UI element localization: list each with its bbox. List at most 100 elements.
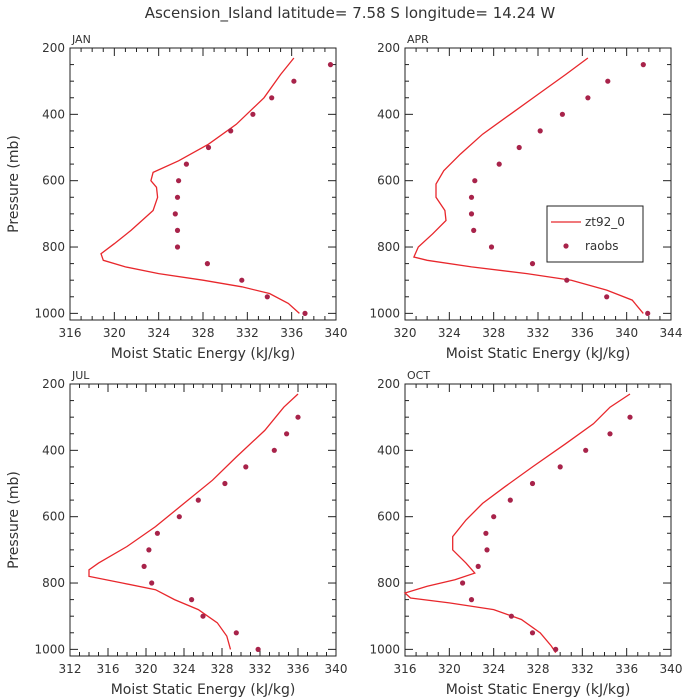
x-tick-label: 324 <box>482 662 505 676</box>
model-profile-line <box>403 393 631 654</box>
y-tick-label: 600 <box>42 510 65 524</box>
x-axis-title: Moist Static Energy (kJ/kg) <box>446 346 631 362</box>
y-tick-label: 400 <box>42 443 65 457</box>
raobs-point <box>472 178 478 184</box>
raobs-point <box>640 62 646 68</box>
panel-label: JUL <box>71 369 90 382</box>
raobs-point <box>507 497 513 503</box>
raobs-point <box>537 128 543 134</box>
x-tick-label: 328 <box>527 662 550 676</box>
y-tick-label: 1000 <box>369 306 400 320</box>
raobs-point <box>484 547 490 553</box>
x-tick-label: 340 <box>615 326 638 340</box>
x-tick-label: 328 <box>192 326 215 340</box>
y-tick-label: 200 <box>377 377 400 391</box>
x-tick-label: 320 <box>438 662 461 676</box>
raobs-point <box>146 547 152 553</box>
raobs-point <box>516 144 522 151</box>
x-tick-label: 324 <box>147 326 170 340</box>
raobs-point <box>483 530 489 536</box>
y-tick-label: 800 <box>377 576 400 590</box>
y-tick-label: 800 <box>42 576 65 590</box>
y-tick-label: 600 <box>42 174 65 188</box>
y-tick-label: 800 <box>42 240 65 254</box>
x-tick-label: 336 <box>287 662 310 676</box>
x-tick-label: 320 <box>135 662 158 676</box>
x-tick-label: 328 <box>211 662 234 676</box>
legend-label-raobs: raobs <box>585 239 619 253</box>
panel-jan: JAN 316 320 324 328 332 336 340 200 400 600 800 1000… <box>6 33 347 362</box>
panel-jul: JUL 312 316 320 324 328 332 336 340 200 400 600 800 1… <box>6 369 347 698</box>
raobs-point <box>204 261 210 267</box>
x-tick-label: 320 <box>394 326 417 340</box>
x-tick-label: 340 <box>325 662 348 676</box>
raobs-point <box>200 613 206 619</box>
y-tick-label: 200 <box>42 41 65 55</box>
raobs-point <box>233 630 239 636</box>
x-tick-label: 316 <box>97 662 120 676</box>
raobs-point <box>604 294 610 300</box>
x-axis-title: Moist Static Energy (kJ/kg) <box>446 682 631 698</box>
x-tick-label: 340 <box>325 326 348 340</box>
panel-apr: APR 320 324 328 332 336 340 344 200 400 600 800 1000… <box>369 33 682 362</box>
x-axis-title: Moist Static Energy (kJ/kg) <box>111 346 296 362</box>
raobs-point <box>585 95 591 101</box>
x-tick-label: 332 <box>571 662 594 676</box>
x-tick-label: 324 <box>438 326 461 340</box>
raobs-point <box>491 514 497 520</box>
x-tick-label: 344 <box>660 326 683 340</box>
raobs-point <box>488 244 495 250</box>
x-tick-label: 320 <box>103 326 126 340</box>
raobs-point <box>228 128 234 134</box>
model-profile-line <box>412 57 644 314</box>
raobs-point <box>189 597 195 603</box>
legend-box <box>546 205 644 263</box>
raobs-point <box>475 563 481 570</box>
raobs-point <box>250 111 256 117</box>
raobs-point <box>154 530 160 536</box>
raobs-point <box>471 227 477 233</box>
raobs-point <box>255 646 261 653</box>
raobs-point <box>564 277 570 283</box>
y-tick-label: 200 <box>377 41 400 55</box>
raobs-point <box>239 277 245 283</box>
x-tick-label: 324 <box>173 662 196 676</box>
raobs-point <box>205 144 212 151</box>
raobs-point <box>605 78 611 84</box>
y-tick-label: 200 <box>42 377 65 391</box>
model-profile-line <box>88 393 299 650</box>
x-axis-title: Moist Static Energy (kJ/kg) <box>111 682 296 698</box>
model-profile-line <box>100 57 300 314</box>
x-tick-label: 336 <box>280 326 303 340</box>
y-tick-label: 1000 <box>369 642 400 656</box>
plot-frame <box>69 47 337 321</box>
raobs-point <box>174 194 181 200</box>
raobs-point <box>141 563 147 570</box>
x-tick-label: 332 <box>249 662 272 676</box>
raobs-point <box>508 613 514 619</box>
figure-title: Ascension_Island latitude= 7.58 S longit… <box>145 4 556 23</box>
x-tick-label: 332 <box>236 326 259 340</box>
x-tick-label: 332 <box>527 326 550 340</box>
raobs-point <box>295 414 301 420</box>
raobs-point <box>172 211 178 217</box>
raobs-point <box>529 480 536 487</box>
x-tick-label: 316 <box>59 326 82 340</box>
raobs-point <box>176 514 182 520</box>
y-tick-label: 800 <box>377 240 400 254</box>
raobs-point <box>291 78 297 84</box>
raobs-point <box>468 194 475 200</box>
raobs-point <box>195 497 201 503</box>
y-tick-label: 400 <box>377 443 400 457</box>
raobs-point <box>557 464 563 470</box>
legend-dot-swatch <box>563 243 569 249</box>
raobs-point <box>496 161 502 167</box>
raobs-point <box>559 111 566 117</box>
x-tick-label: 336 <box>615 662 638 676</box>
y-axis-title: Pressure (mb) <box>6 471 22 569</box>
raobs-point <box>284 431 290 437</box>
raobs-point <box>149 580 155 586</box>
y-tick-label: 600 <box>377 174 400 188</box>
